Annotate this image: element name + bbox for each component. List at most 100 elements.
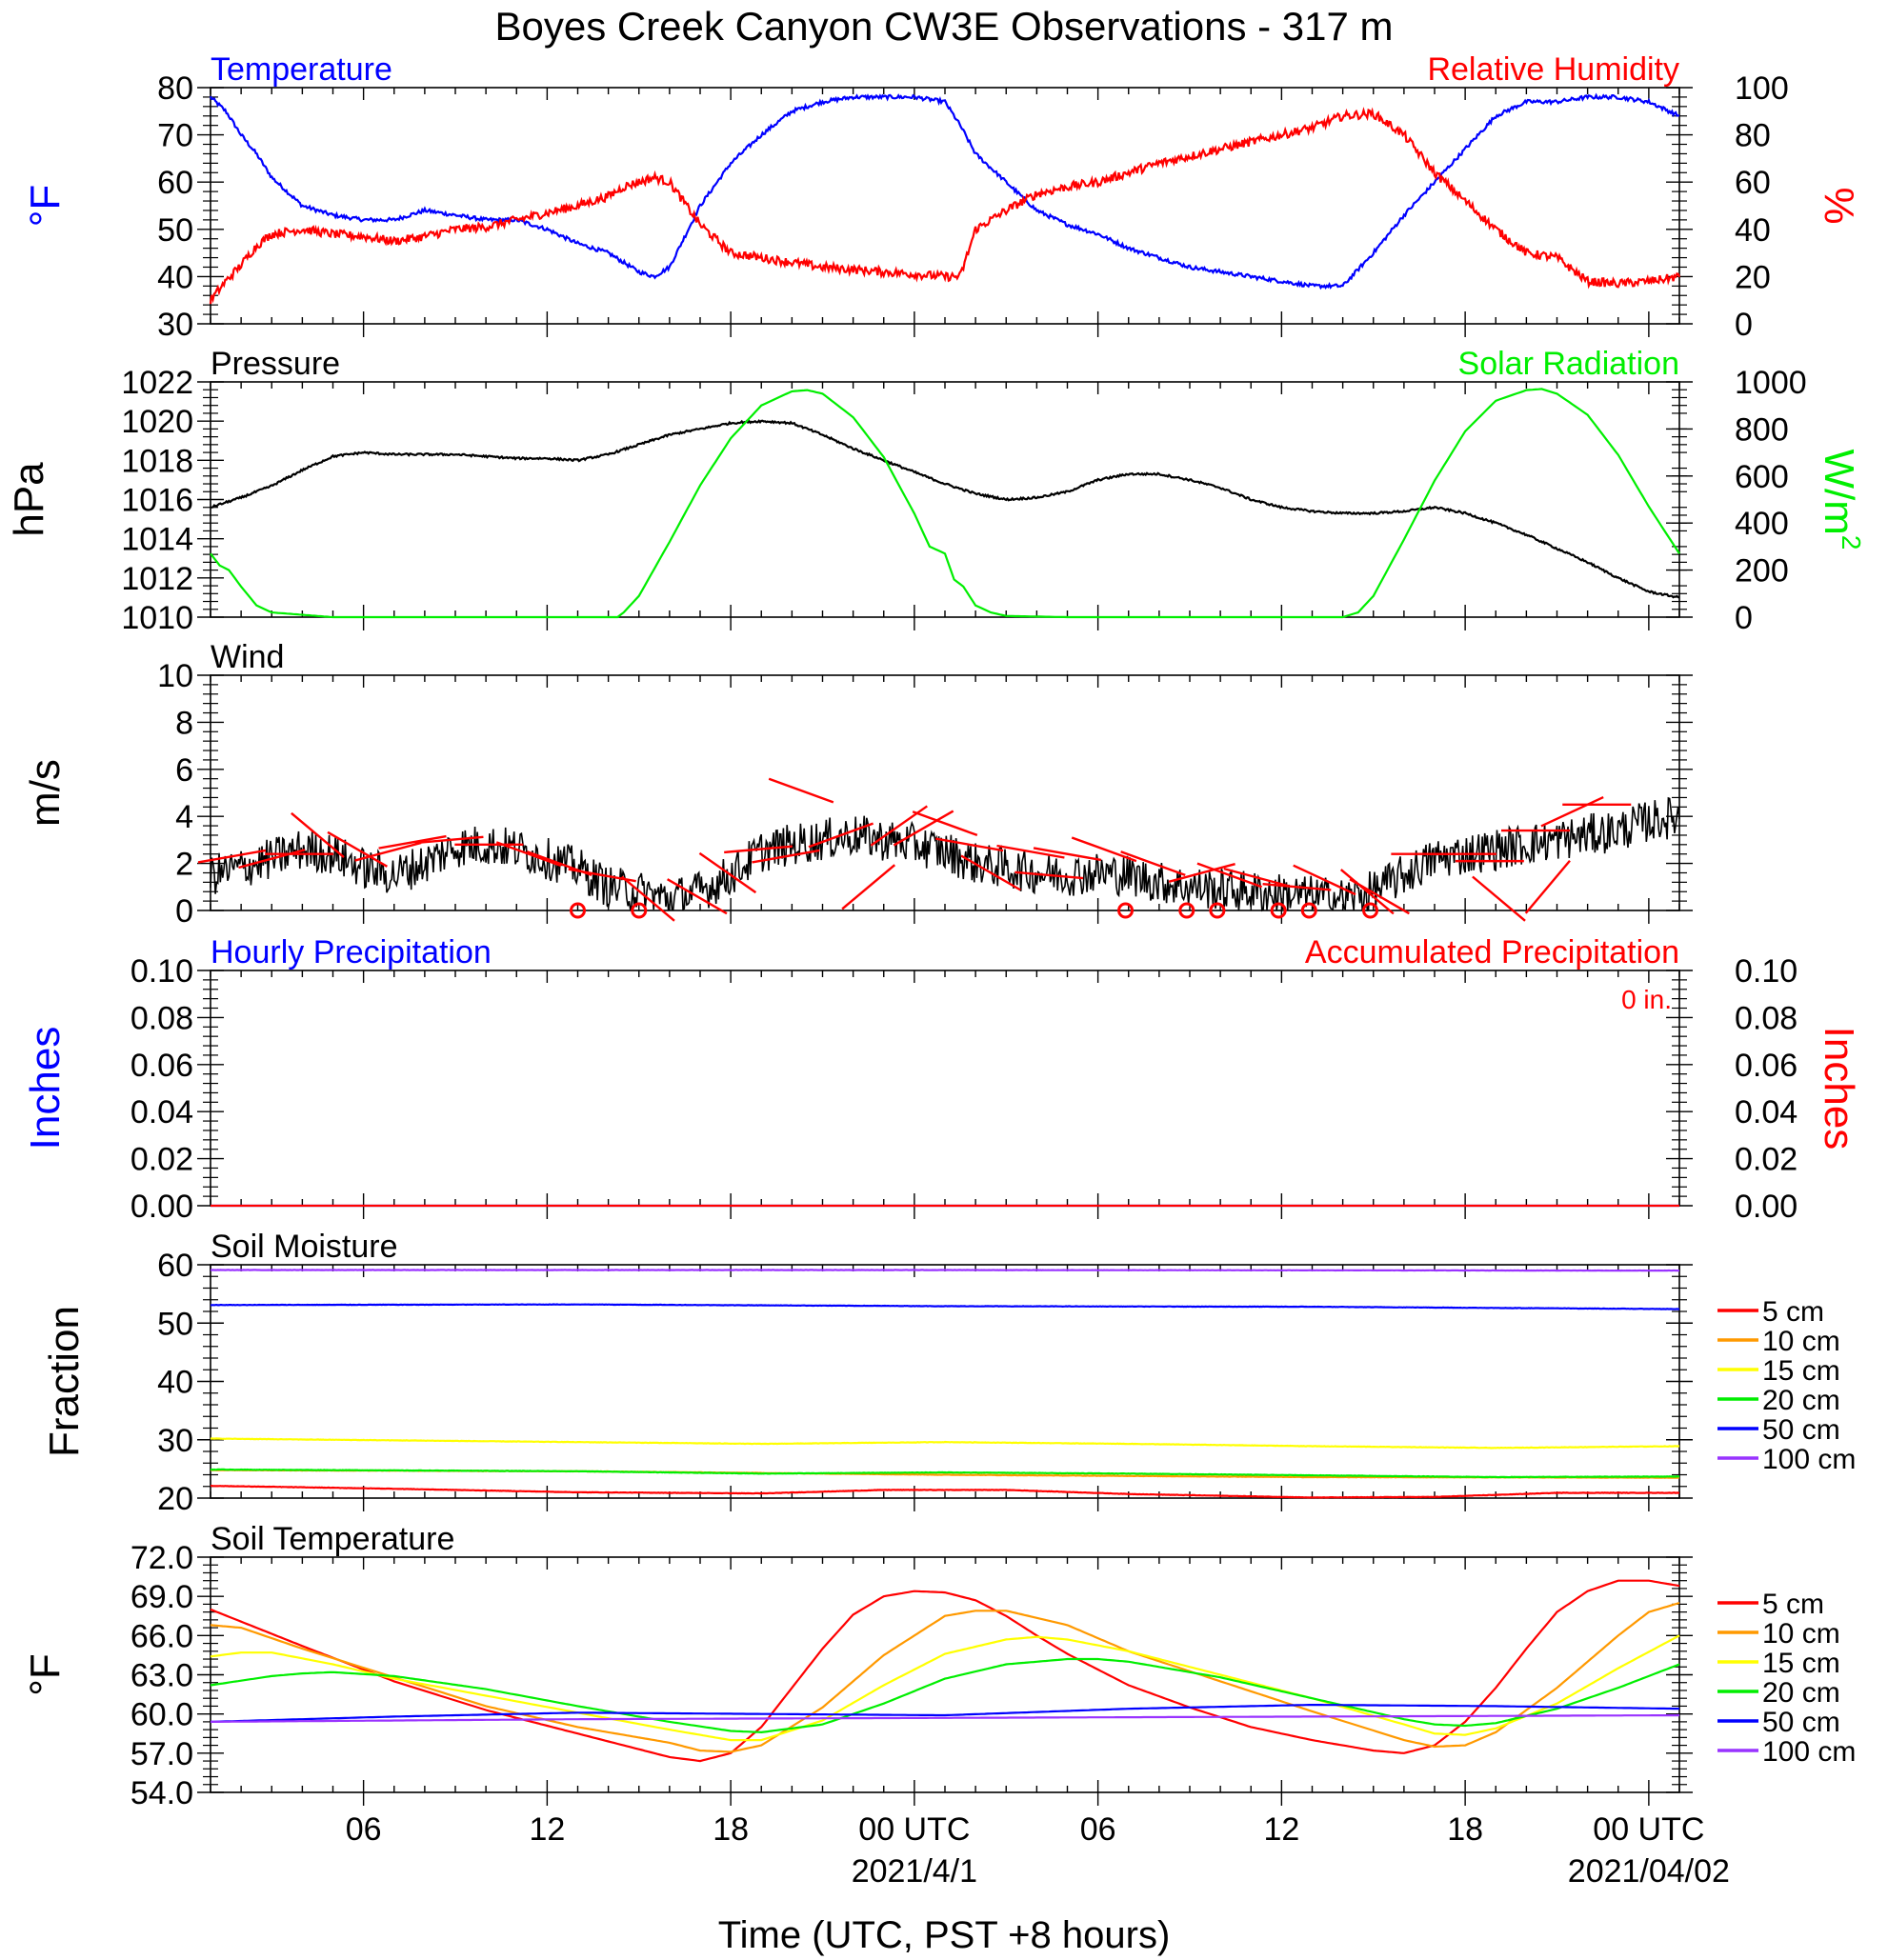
y-tick-label-left: 30 (157, 307, 193, 343)
wind-barb (1339, 869, 1395, 915)
y-tick-label-right: 100 (1735, 70, 1789, 107)
y-tick-label-right: 20 (1735, 259, 1771, 295)
wind-barb (1262, 882, 1332, 891)
time-axis-labels: 06 12 18 00 UTC 06 12 18 00 UTC 2021/4/1 2021/04/… (346, 1811, 1730, 1890)
panel-title-right: Solar Radiation (1458, 346, 1679, 382)
panel-title-right: Accumulated Precipitation (1305, 934, 1679, 970)
calm-wind-marker (570, 902, 586, 919)
y-tick-label-left: 1020 (121, 404, 193, 440)
y-tick-label-right: 0.00 (1735, 1189, 1798, 1225)
y-tick-label-left: 1018 (121, 443, 193, 479)
panel-frame (210, 970, 1680, 1207)
panel-frame (210, 87, 1680, 325)
panel-soil_temperature: 54.057.060.063.0 66.069.072.0 Soil Tempera… (22, 1521, 1856, 1811)
calm-wind-marker (1362, 902, 1379, 919)
legend-label: 5 cm (1762, 1589, 1824, 1620)
y-tick-label-left: 69.0 (131, 1579, 193, 1615)
x-tick-label: 18 (713, 1811, 749, 1848)
y-tick-label-left: 0.04 (131, 1094, 193, 1130)
wind-barb (378, 834, 447, 850)
wind-barb (1472, 875, 1526, 922)
wind-barb (1120, 850, 1186, 877)
y-tick-label-left: 72.0 (131, 1540, 193, 1576)
wind-barb (197, 849, 267, 864)
y-tick-label-left: 40 (157, 1365, 193, 1401)
y-tick-label-left: 60 (157, 165, 193, 201)
y-tick-label-right: 0.06 (1735, 1048, 1798, 1084)
y-tick-label-left: 0.08 (131, 1000, 193, 1036)
wind-barb (841, 864, 896, 910)
y-tick-label-left: 6 (175, 752, 193, 789)
calm-wind-marker (1178, 902, 1195, 919)
figure-title: Boyes Creek Canyon CW3E Observations - 3… (494, 4, 1393, 49)
y-tick-label-left: 1014 (121, 522, 193, 558)
y-tick-label-right: 0.04 (1735, 1094, 1798, 1130)
y-tick-label-left: 50 (157, 1306, 193, 1342)
y-tick-label-right: 200 (1735, 553, 1789, 590)
wind-barb (1540, 795, 1604, 828)
legend-label: 15 cm (1762, 1648, 1840, 1679)
wind-barb (414, 835, 484, 845)
accumulated-total-label: 0 in. (1621, 985, 1672, 1014)
y-tick-label-right: 0.10 (1735, 953, 1798, 990)
y-tick-label-left: 20 (157, 1481, 193, 1517)
y-tick-label-left: 2 (175, 847, 193, 883)
series-line-15-cm (210, 1634, 1680, 1742)
wind-barb (724, 845, 793, 854)
wind-barb (291, 811, 345, 859)
y-tick-label-right: 0 (1735, 307, 1753, 343)
series-line-relative-humidity (209, 107, 1681, 305)
panel-temperature_rh: 30 40 50 60 70 80 0 20 40 60 80 100 Temperature Relat… (22, 51, 1862, 343)
y-tick-label-left: 54.0 (131, 1775, 193, 1811)
y-axis-title-left: °F (22, 185, 69, 227)
y-axis-title-left: hPa (6, 462, 52, 537)
y-tick-label-left: 63.0 (131, 1658, 193, 1694)
legend-label: 15 cm (1762, 1355, 1840, 1387)
y-tick-label-right: 60 (1735, 165, 1771, 201)
panel-frame (210, 1264, 1680, 1499)
series-line-wind (210, 796, 1680, 912)
legend-label: 5 cm (1762, 1296, 1824, 1328)
wind-barb (996, 844, 1065, 859)
y-tick-label-right: 80 (1735, 118, 1771, 154)
y-tick-label-left: 66.0 (131, 1618, 193, 1654)
x-tick-label: 18 (1447, 1811, 1483, 1848)
panel-title-left: Soil Moisture (211, 1229, 398, 1265)
panel-title-left: Soil Temperature (211, 1521, 454, 1557)
series-line-15-cm (210, 1437, 1680, 1450)
x-tick-label: 00 UTC (1593, 1811, 1704, 1848)
y-tick-label-left: 1016 (121, 483, 193, 519)
y-tick-label-left: 60 (157, 1248, 193, 1284)
wind-barb (752, 849, 820, 864)
y-tick-label-left: 60.0 (131, 1697, 193, 1733)
y-tick-label-left: 10 (157, 658, 193, 694)
panel-title-left: Pressure (211, 346, 340, 382)
wind-barb (667, 878, 728, 915)
wind-barb (912, 810, 978, 837)
y-tick-label-left: 0.02 (131, 1142, 193, 1178)
legend-label: 10 cm (1762, 1618, 1840, 1650)
y-tick-label-left: 4 (175, 799, 193, 835)
panel-title-left: Temperature (211, 51, 392, 88)
calm-wind-marker (1209, 902, 1226, 919)
wind-barbs (197, 777, 1632, 922)
wind-barb (768, 777, 834, 804)
legend-label: 100 cm (1762, 1736, 1856, 1768)
legend-label: 100 cm (1762, 1444, 1856, 1475)
wind-barb (495, 841, 562, 868)
y-tick-label-left: 0.10 (131, 953, 193, 990)
series-line-pressure (210, 419, 1680, 599)
wind-barb (808, 822, 874, 849)
legend-label: 20 cm (1762, 1677, 1840, 1709)
x-date-label: 2021/04/02 (1568, 1853, 1730, 1890)
series-line-100-cm (211, 1713, 1680, 1723)
y-tick-label-left: 0.06 (131, 1048, 193, 1084)
wind-barb (1014, 870, 1084, 880)
series-line-50-cm (210, 1704, 1680, 1723)
